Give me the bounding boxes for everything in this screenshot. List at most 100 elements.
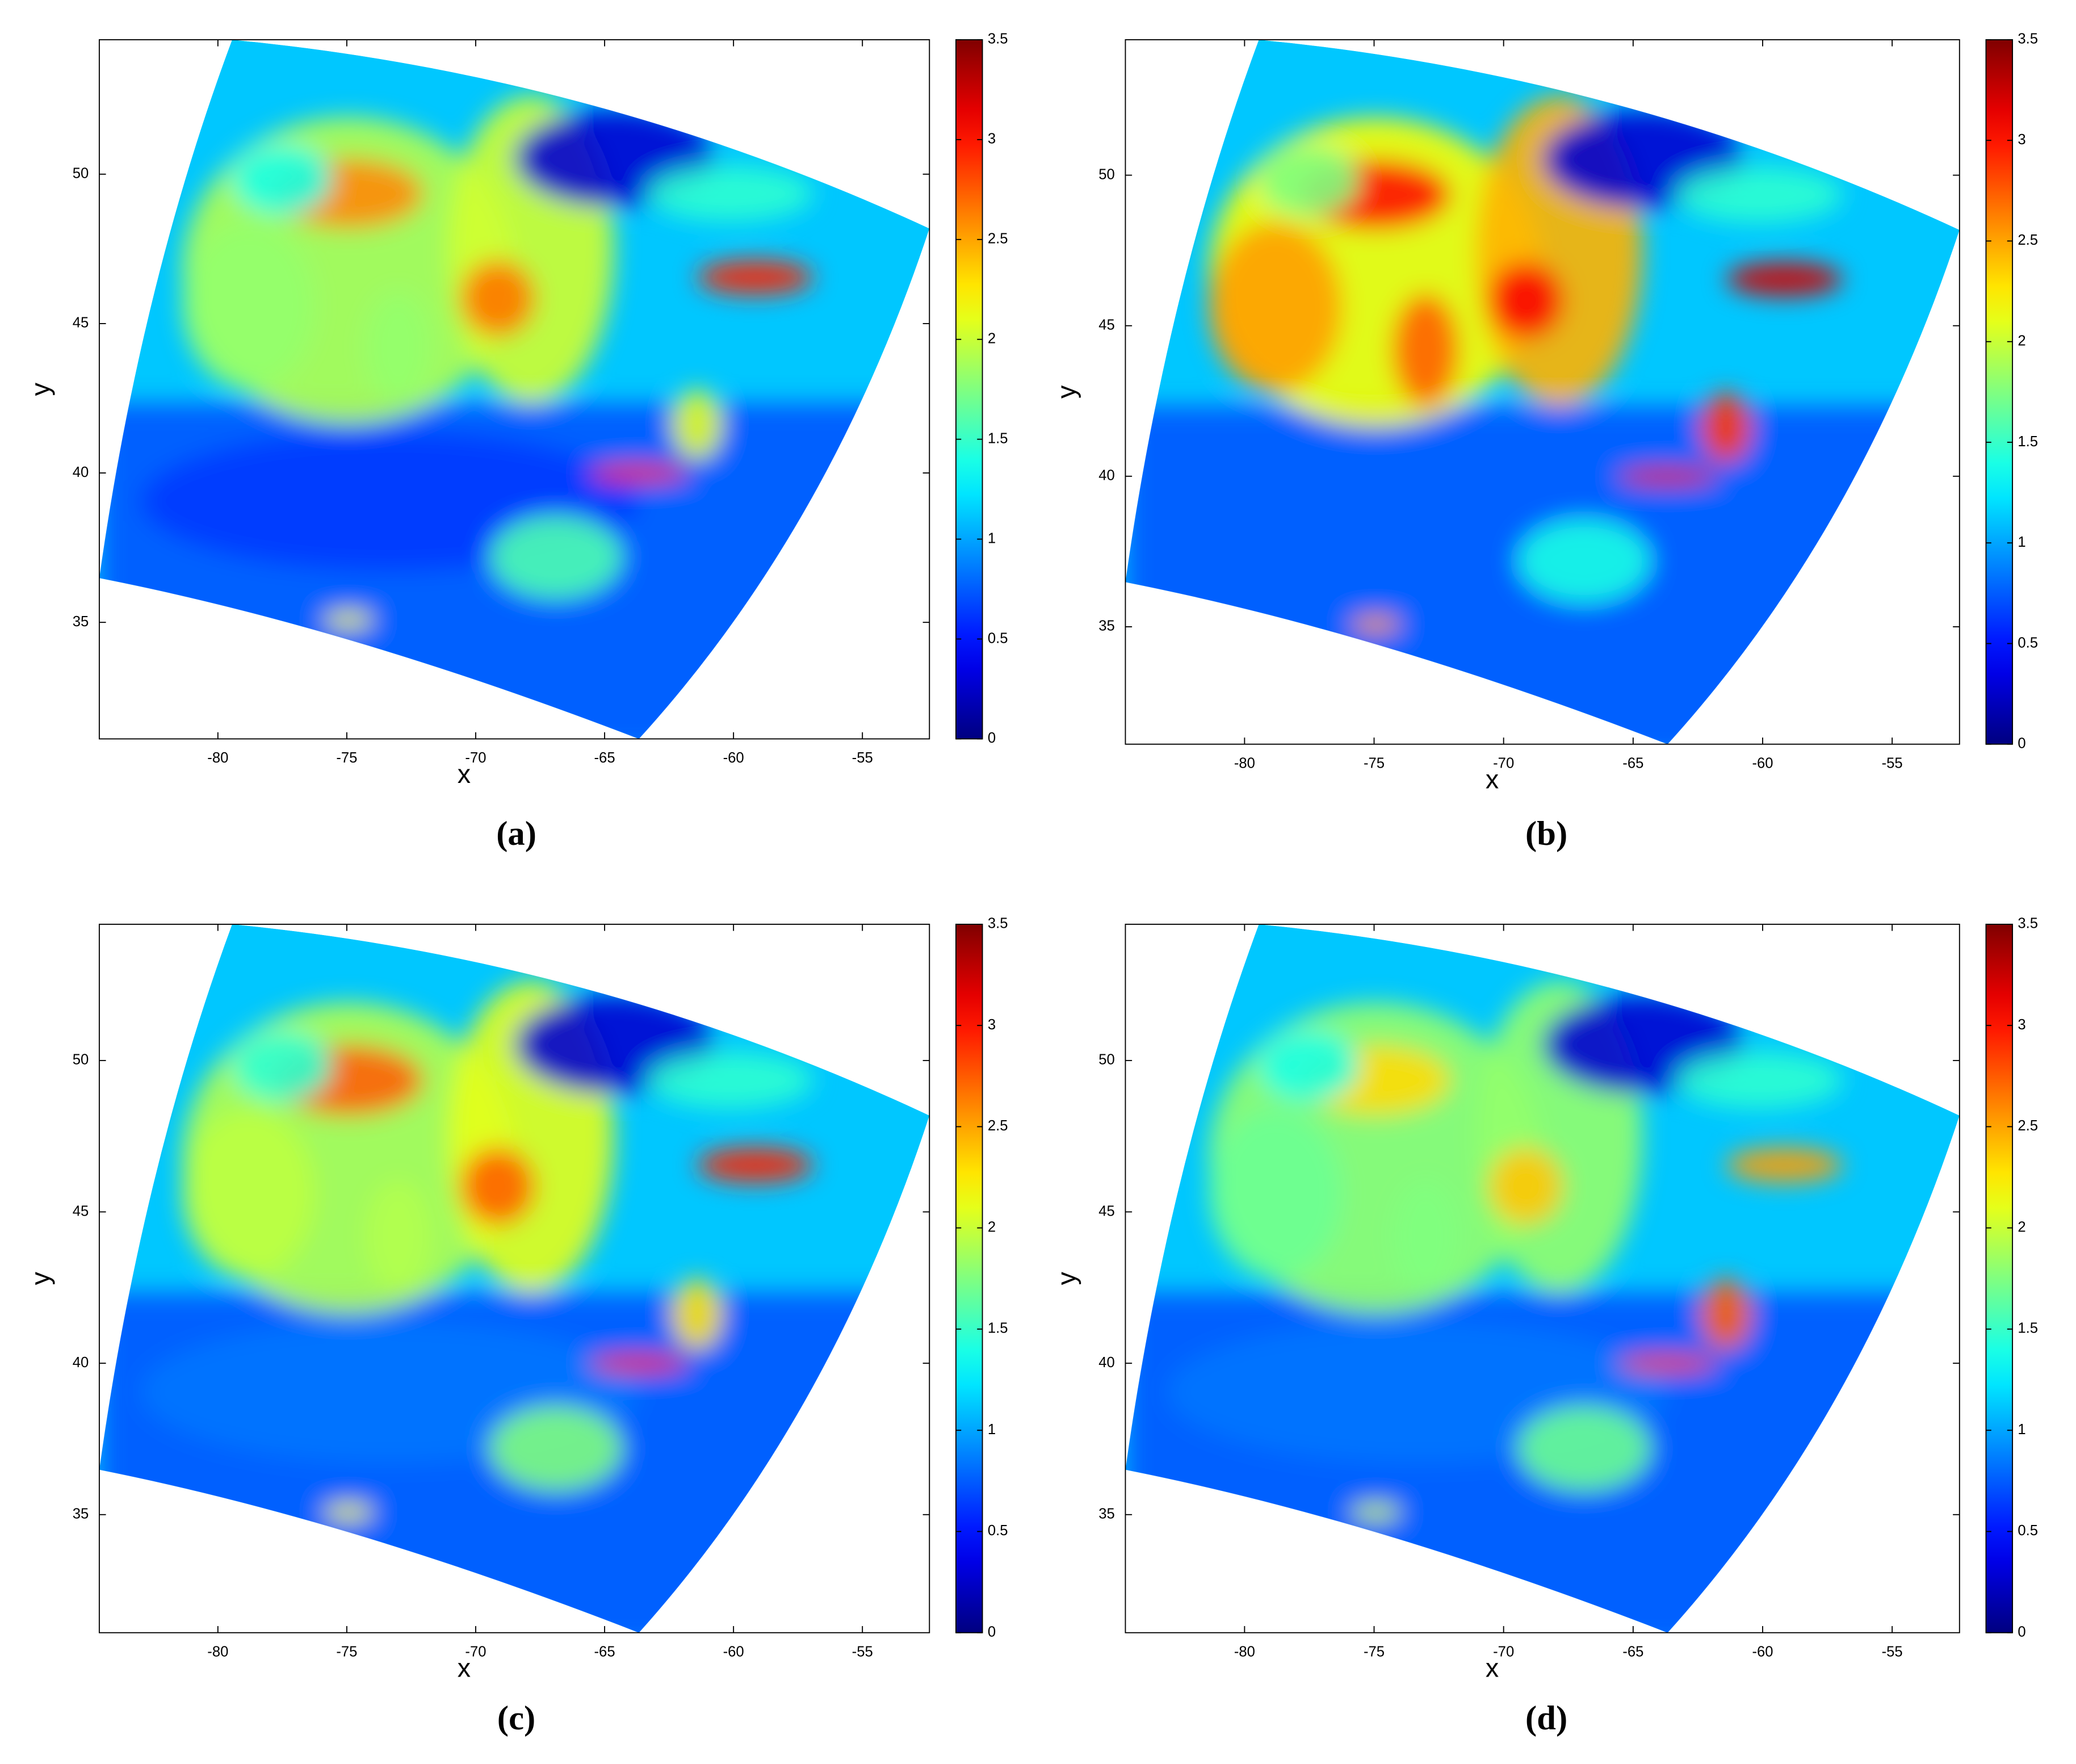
panel: -80 -75 -70 -65 -60 -55 35 40 45 50 x y (b) 0 0.5 1 1.5 2… xyxy=(1051,31,2038,853)
x-tick-label: -75 xyxy=(1364,756,1385,772)
field-blob xyxy=(489,515,623,600)
colorbar-tick-label: 2 xyxy=(2018,333,2025,349)
colorbar-tick-label: 1.5 xyxy=(988,430,1008,446)
y-tick-label: 50 xyxy=(1098,1052,1115,1068)
y-tick-label: 50 xyxy=(73,166,89,182)
colorbar-tick-label: 3.5 xyxy=(2018,916,2038,932)
field-blob xyxy=(1726,1147,1843,1183)
x-tick-label: -60 xyxy=(1752,1644,1773,1660)
field-blob xyxy=(1351,615,1401,633)
y-tick-label: 40 xyxy=(1098,468,1115,484)
y-axis-label: y xyxy=(26,382,55,396)
field-blob xyxy=(589,1355,689,1372)
field-blob xyxy=(232,1030,332,1101)
panel-caption: (b) xyxy=(1525,815,1567,853)
x-tick-label: -60 xyxy=(723,750,744,766)
colorbar-tick-label: 1 xyxy=(988,530,996,546)
field-blob xyxy=(647,165,813,222)
x-tick-label: -65 xyxy=(1622,756,1643,772)
field-blobs xyxy=(1125,981,1960,1633)
field-blobs xyxy=(1125,96,1960,744)
y-axis-label: y xyxy=(1051,385,1081,399)
x-tick-label: -55 xyxy=(1882,756,1903,772)
x-tick-label: -80 xyxy=(1234,756,1255,772)
y-tick-label: 50 xyxy=(1098,166,1115,182)
field-blobs xyxy=(99,981,930,1633)
x-tick-label: -60 xyxy=(1752,756,1773,772)
field-blob xyxy=(182,221,316,389)
field-blob xyxy=(1726,261,1843,297)
panel: -80 -75 -70 -65 -60 -55 35 40 45 50 x y (d) 0 0.5 1 1.5 2… xyxy=(1051,916,2038,1737)
colorbar-tick-label: 3 xyxy=(988,131,996,147)
y-tick-label: 40 xyxy=(73,1355,89,1371)
colorbar-tick-label: 1.5 xyxy=(2018,434,2038,450)
y-tick-label: 45 xyxy=(1098,1203,1115,1219)
colorbar-tick-label: 2.5 xyxy=(988,231,1008,247)
field-blob xyxy=(589,464,689,482)
x-tick-label: -75 xyxy=(336,1644,357,1660)
x-tick-label: -65 xyxy=(594,1644,615,1660)
field-blob xyxy=(1259,1030,1359,1101)
field-blob xyxy=(672,1278,722,1350)
colorbar-tick-label: 1.5 xyxy=(988,1321,1008,1336)
x-tick-label: -55 xyxy=(852,750,873,766)
colorbar-tick-label: 0 xyxy=(988,730,996,746)
colorbar-tick-label: 3.5 xyxy=(988,31,1008,47)
field-blob xyxy=(1701,1278,1751,1350)
x-tick-label: -70 xyxy=(1493,1644,1514,1660)
colorbar-tick-label: 2 xyxy=(2018,1219,2025,1235)
plot-frame xyxy=(98,924,930,1633)
x-tick-label: -70 xyxy=(465,1644,486,1660)
field-blob xyxy=(1488,1147,1563,1226)
colorbar-tick-label: 2 xyxy=(988,1219,996,1235)
field-blob xyxy=(1259,145,1359,216)
y-tick-label: 45 xyxy=(1098,317,1115,333)
x-tick-label: -55 xyxy=(852,1644,873,1660)
colorbar-tick-label: 3 xyxy=(2018,1017,2025,1033)
field xyxy=(1125,39,1960,744)
colorbar xyxy=(1985,924,2014,1633)
plot-frame xyxy=(1125,924,1960,1633)
colorbar-tick-label: 0.5 xyxy=(2018,1523,2038,1539)
field xyxy=(99,924,930,1633)
field-blob xyxy=(489,1406,623,1491)
x-tick-label: -80 xyxy=(1234,1644,1255,1660)
plot-frame xyxy=(1125,39,1960,745)
colorbar-tick-label: 2.5 xyxy=(2018,1118,2038,1134)
field-blob xyxy=(1488,261,1563,340)
field-blob xyxy=(1351,1503,1401,1521)
field-blob xyxy=(364,291,431,404)
x-tick-label: -75 xyxy=(1364,1644,1385,1660)
y-axis-label: y xyxy=(1051,1271,1081,1285)
figure-body: -80 -75 -70 -65 -60 -55 35 40 45 50 x y (a) 0 0.5 1 1.5 2… xyxy=(26,31,2038,1737)
y-tick-label: 40 xyxy=(73,464,89,480)
field-blob xyxy=(647,1051,813,1109)
field-blob xyxy=(323,1503,374,1521)
x-axis-label: x xyxy=(458,1653,471,1682)
field xyxy=(1125,924,1960,1633)
field-blob xyxy=(364,1179,431,1293)
x-tick-label: -70 xyxy=(1493,756,1514,772)
y-tick-label: 35 xyxy=(73,614,89,630)
x-tick-label: -55 xyxy=(1882,1644,1903,1660)
x-tick-label: -75 xyxy=(336,750,357,766)
colorbar-tick-label: 0.5 xyxy=(2018,635,2038,651)
field-blob xyxy=(1517,518,1651,604)
colorbar-tick-label: 3 xyxy=(988,1017,996,1033)
panel-caption: (a) xyxy=(496,815,536,853)
field-blob xyxy=(1392,293,1460,407)
field-blob xyxy=(323,611,374,628)
field-blob xyxy=(1517,1406,1651,1491)
colorbar-tick-label: 3 xyxy=(2018,132,2025,148)
x-tick-label: -70 xyxy=(465,750,486,766)
x-tick-label: -80 xyxy=(207,1644,228,1660)
field-blob xyxy=(182,1108,316,1279)
field-blob xyxy=(697,259,813,295)
colorbar xyxy=(955,924,983,1633)
field-blob xyxy=(1676,166,1843,223)
colorbar-tick-label: 1 xyxy=(988,1422,996,1438)
field-blob xyxy=(697,1147,813,1183)
panel-caption: (c) xyxy=(497,1699,535,1737)
x-tick-label: -65 xyxy=(1622,1644,1643,1660)
colorbar-tick-label: 1.5 xyxy=(2018,1321,2038,1336)
